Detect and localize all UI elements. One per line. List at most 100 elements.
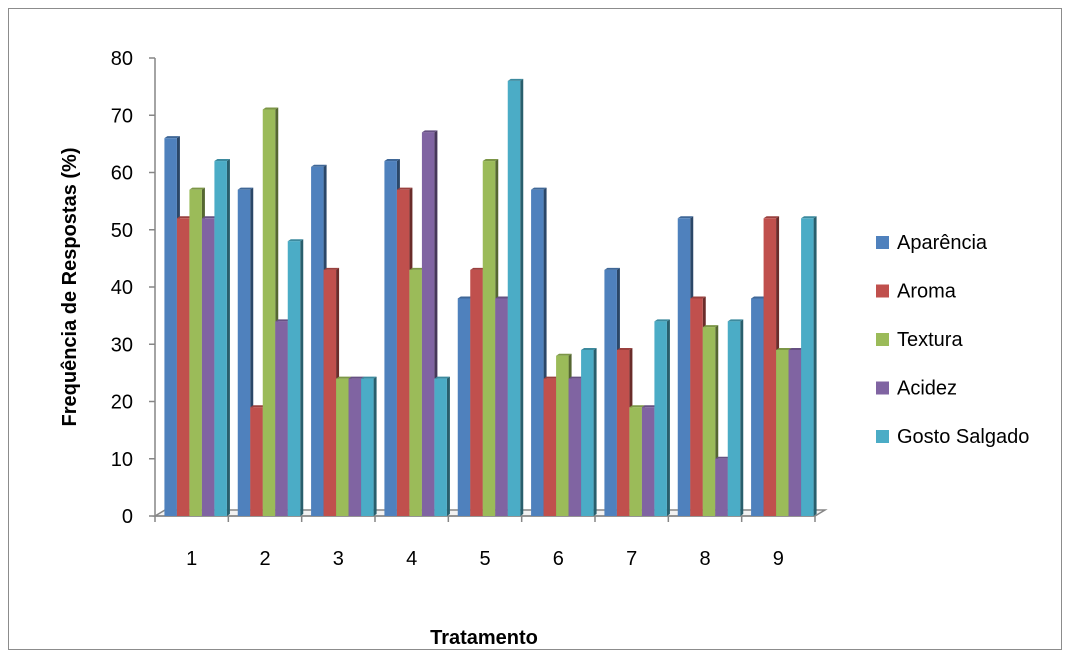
- bar-front-face: [201, 218, 215, 517]
- bar-top-face: [384, 159, 400, 162]
- bar-top-face: [641, 405, 658, 408]
- bar: [727, 319, 744, 516]
- y-tick-labels: 0 10 20 30 40 50 60 70 80: [111, 48, 133, 528]
- bar-front-face: [287, 241, 301, 516]
- bar-front-face: [629, 407, 642, 516]
- bar-front-face: [250, 407, 263, 516]
- x-axis-title: Tratamento: [430, 627, 538, 649]
- bar-top-face: [323, 267, 340, 270]
- bar-top-face: [690, 296, 706, 299]
- bar-top-face: [677, 216, 694, 219]
- legend-swatch: [876, 236, 889, 249]
- bar-front-face: [482, 161, 496, 517]
- chart-frame: [8, 8, 1062, 650]
- bar-top-face: [457, 296, 474, 299]
- bar-top-face: [654, 319, 670, 322]
- bar-front-face: [262, 109, 276, 517]
- bar-front-face: [690, 298, 703, 516]
- bar-side-face: [300, 239, 304, 516]
- legend-label: Aparência: [897, 232, 988, 254]
- bar-side-face: [666, 319, 670, 516]
- bar-top-face: [531, 187, 547, 190]
- y-tick-label: 20: [111, 392, 133, 414]
- bar-front-face: [189, 189, 202, 517]
- bar-top-face: [751, 296, 767, 299]
- bar-front-face: [507, 80, 521, 517]
- bar-top-face: [361, 376, 377, 379]
- y-axis-title: Frequência de Respostas (%): [59, 148, 81, 427]
- bar-front-face: [348, 378, 362, 516]
- y-tick-label: 10: [111, 449, 133, 471]
- bar-top-face: [262, 107, 279, 110]
- bar-front-face: [396, 189, 410, 517]
- bar-front-face: [654, 321, 667, 516]
- x-tick-label: 9: [773, 548, 784, 570]
- bar-side-face: [813, 216, 817, 517]
- bar-top-face: [237, 187, 254, 190]
- bar-top-face: [556, 353, 572, 356]
- bar-front-face: [457, 298, 471, 516]
- bar-top-face: [434, 376, 450, 379]
- bar: [287, 239, 304, 516]
- legend-item: Textura: [876, 329, 963, 351]
- bar-top-face: [164, 136, 180, 139]
- bar-front-face: [715, 458, 728, 516]
- bar-side-face: [226, 159, 230, 517]
- bar-front-face: [531, 189, 544, 517]
- bar-front-face: [421, 132, 435, 517]
- bar-side-face: [740, 319, 744, 516]
- legend-item: Acidez: [876, 378, 957, 400]
- bar-top-face: [616, 347, 633, 350]
- bar-front-face: [214, 161, 227, 517]
- bar-front-face: [495, 298, 508, 516]
- bar-front-face: [361, 378, 374, 516]
- bar-top-face: [348, 376, 365, 379]
- bar-top-face: [409, 267, 425, 270]
- x-tick-label: 1: [186, 548, 197, 570]
- bar-front-face: [616, 349, 630, 516]
- bar-side-face: [373, 376, 377, 516]
- bar-front-face: [776, 349, 789, 516]
- bar-front-face: [677, 218, 691, 517]
- bar-front-face: [409, 269, 422, 516]
- legend-label: Gosto Salgado: [897, 426, 1029, 448]
- y-tick-label: 0: [122, 506, 133, 528]
- bar: [214, 159, 230, 517]
- bar-top-face: [201, 216, 218, 219]
- bar-top-face: [287, 239, 304, 242]
- bar-front-face: [556, 355, 569, 516]
- bar-top-face: [568, 376, 585, 379]
- bar: [507, 78, 524, 517]
- legend-item: Aparência: [876, 232, 988, 254]
- bar-front-face: [727, 321, 741, 516]
- bar-front-face: [164, 138, 177, 516]
- bar-front-face: [763, 218, 777, 517]
- y-tick-label: 50: [111, 220, 133, 242]
- legend-label: Aroma: [897, 281, 957, 303]
- bar-front-face: [311, 166, 324, 516]
- x-tick-label: 7: [626, 548, 637, 570]
- bar: [654, 319, 670, 516]
- y-tick-label: 80: [111, 48, 133, 70]
- bar: [581, 347, 597, 516]
- legend-label: Textura: [897, 329, 963, 351]
- bar-side-face: [593, 347, 597, 516]
- bar-front-face: [641, 407, 655, 516]
- bar: [801, 216, 817, 517]
- bar-top-face: [495, 296, 511, 299]
- bar-front-face: [751, 298, 764, 516]
- bar-front-face: [543, 378, 557, 516]
- bar-top-face: [470, 267, 486, 270]
- bar-top-face: [788, 347, 805, 350]
- bar-top-face: [311, 164, 327, 167]
- bar-front-face: [702, 327, 716, 516]
- y-tick-label: 70: [111, 105, 133, 127]
- x-tick-label: 2: [259, 548, 270, 570]
- bar-top-face: [396, 187, 413, 190]
- bar-front-face: [384, 161, 397, 517]
- bar-front-face: [434, 378, 447, 516]
- x-tick-label: 8: [699, 548, 710, 570]
- bar-top-face: [702, 325, 719, 328]
- bar-top-face: [581, 347, 597, 350]
- bar-front-face: [176, 218, 190, 517]
